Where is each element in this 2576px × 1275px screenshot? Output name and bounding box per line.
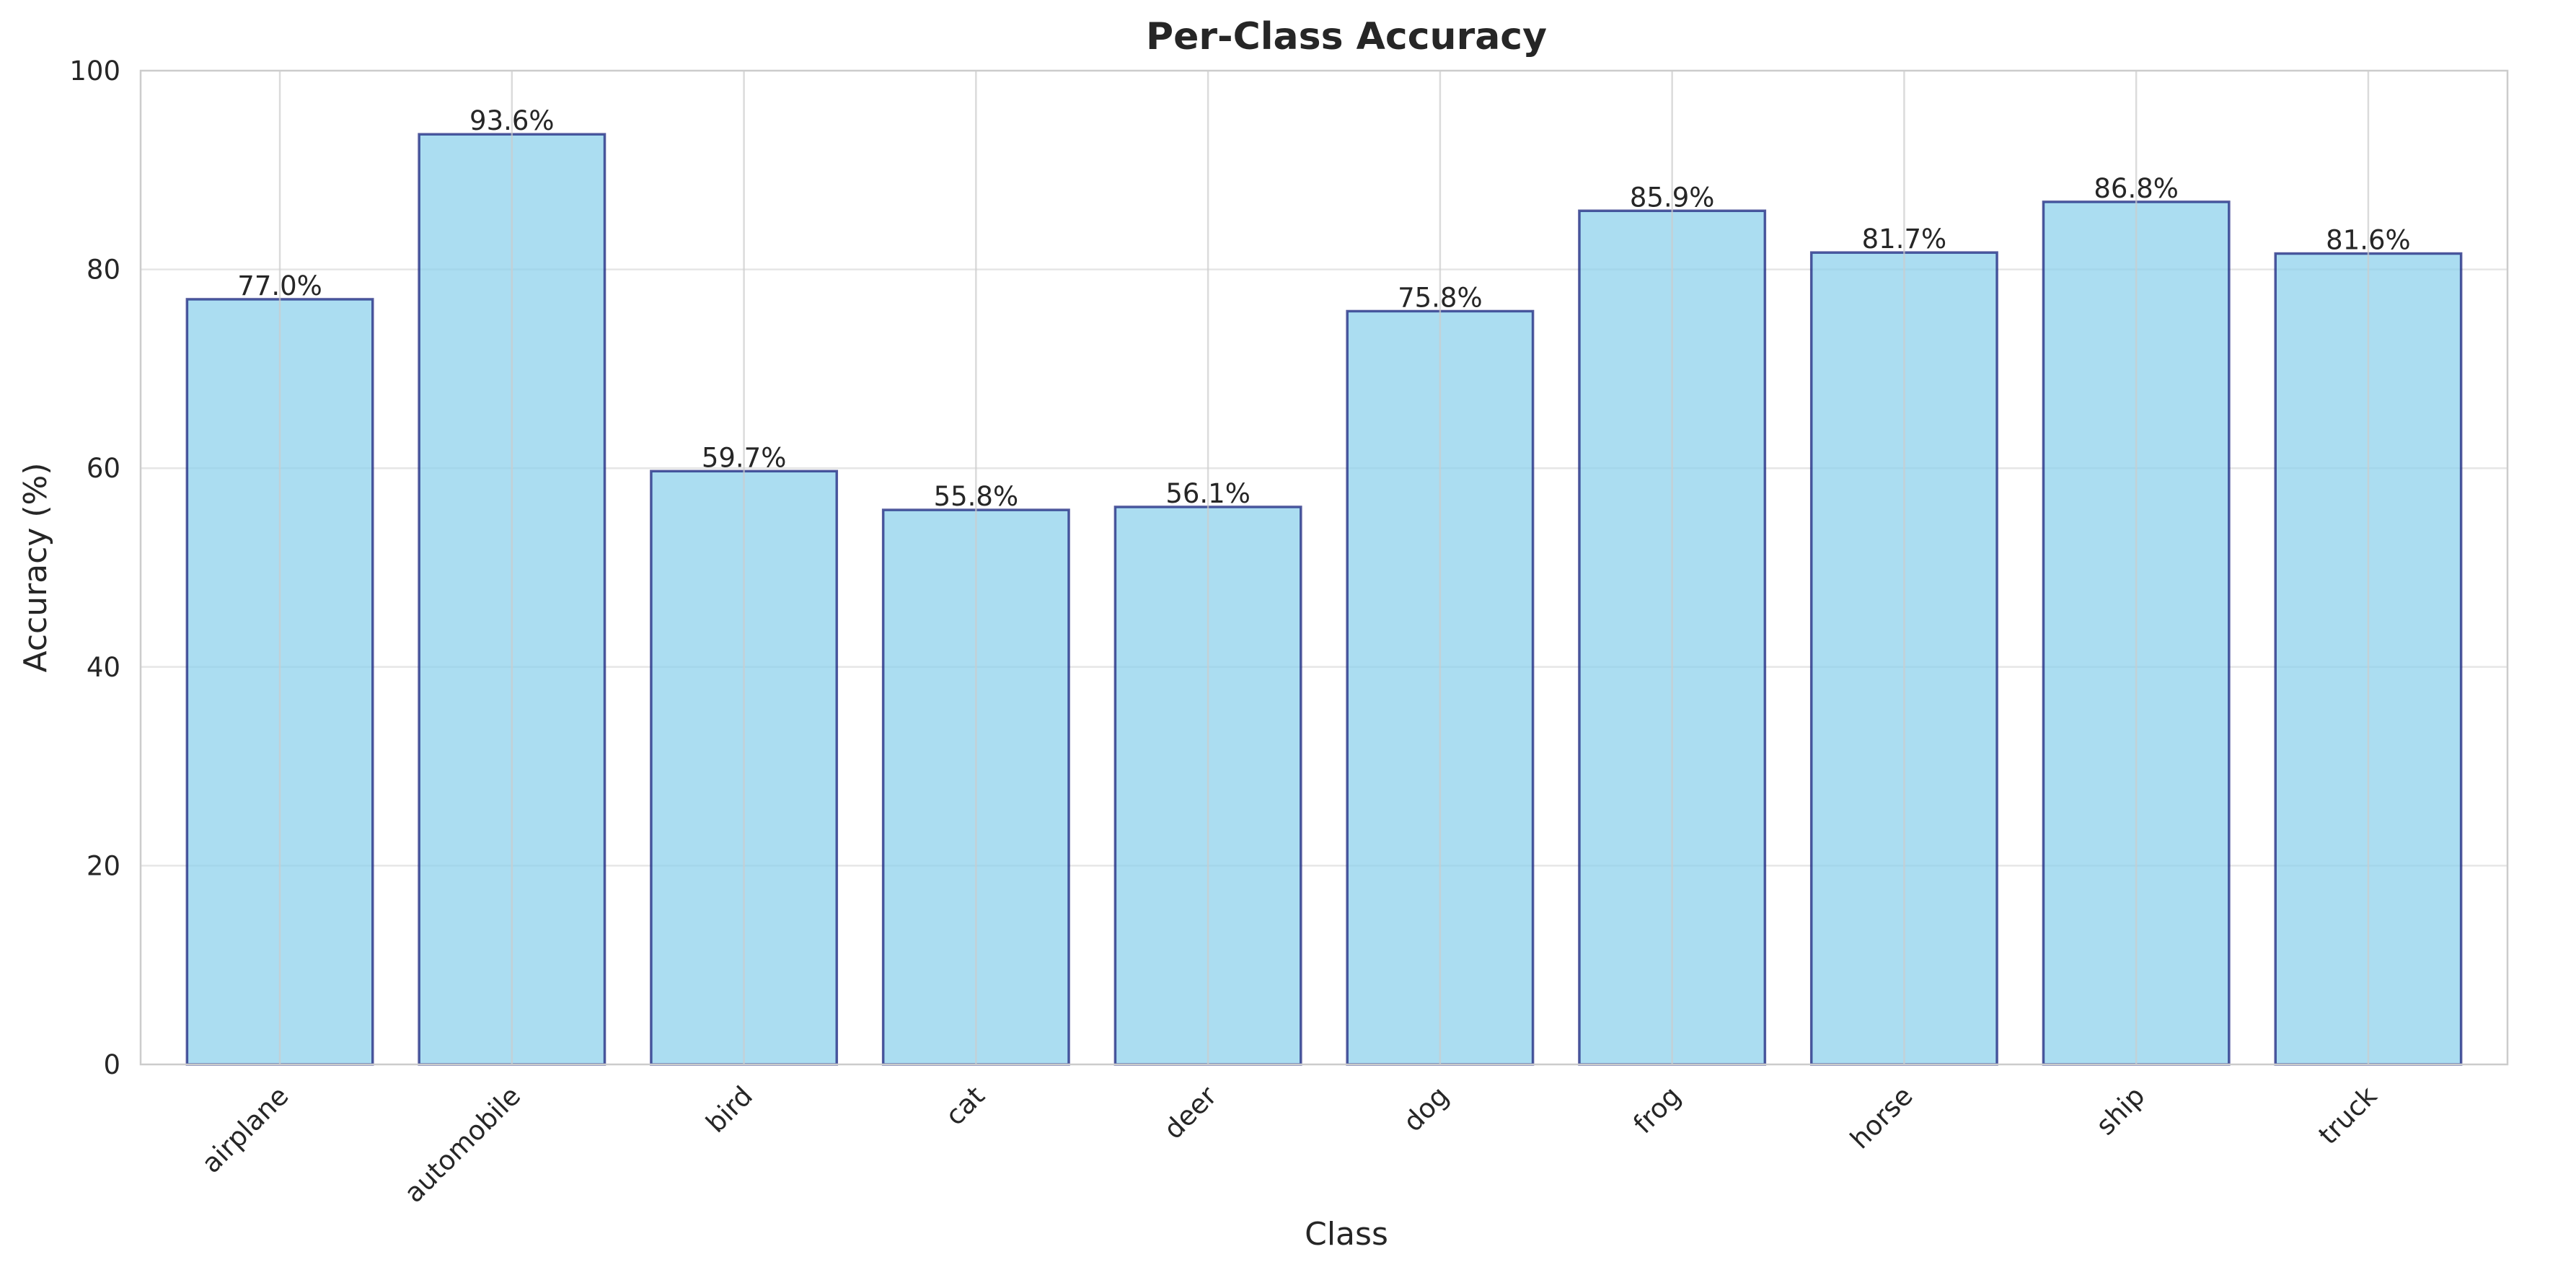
y-tick-label: 80: [87, 255, 120, 286]
x-tick-label-automobile: automobile: [398, 1080, 526, 1209]
x-axis-label: Class: [1305, 1216, 1388, 1253]
value-label-ship: 86.8%: [2094, 173, 2179, 204]
x-tick-label-deer: deer: [1158, 1080, 1224, 1145]
value-label-airplane: 77.0%: [237, 270, 322, 301]
x-tick-label-dog: dog: [1398, 1080, 1455, 1138]
x-tick-label-bird: bird: [700, 1080, 759, 1139]
x-tick-label-frog: frog: [1628, 1080, 1687, 1139]
y-axis-label: Accuracy (%): [17, 462, 54, 672]
value-label-bird: 59.7%: [702, 442, 787, 473]
y-tick-label: 0: [103, 1049, 120, 1080]
value-label-cat: 55.8%: [934, 481, 1019, 512]
bar-layer: [185, 133, 2463, 1066]
x-tick-label-airplane: airplane: [195, 1080, 294, 1179]
y-tick-label: 100: [69, 56, 120, 87]
value-label-dog: 75.8%: [1398, 282, 1483, 313]
vgrid-layer: [278, 71, 2370, 1064]
x-tick-label-horse: horse: [1844, 1080, 1918, 1155]
x-tick-label-ship: ship: [2090, 1080, 2151, 1141]
value-label-truck: 81.6%: [2326, 225, 2411, 256]
x-tick-label-truck: truck: [2313, 1080, 2383, 1151]
value-label-deer: 56.1%: [1165, 478, 1250, 509]
y-tick-label: 40: [87, 652, 120, 683]
value-label-frog: 85.9%: [1630, 182, 1715, 213]
chart-title: Per-Class Accuracy: [1146, 15, 1547, 58]
y-tick-label: 60: [87, 453, 120, 484]
value-label-horse: 81.7%: [1862, 224, 1947, 255]
y-tick-label: 20: [87, 850, 120, 881]
label-layer: 77.0% 93.6% 59.7% 55.8% 56.1% 75.8% 85.9% 81.7%…: [237, 105, 2410, 512]
plot-frame: [139, 69, 2509, 1066]
x-tick-label-cat: cat: [940, 1080, 991, 1131]
value-label-automobile: 93.6%: [469, 105, 555, 136]
